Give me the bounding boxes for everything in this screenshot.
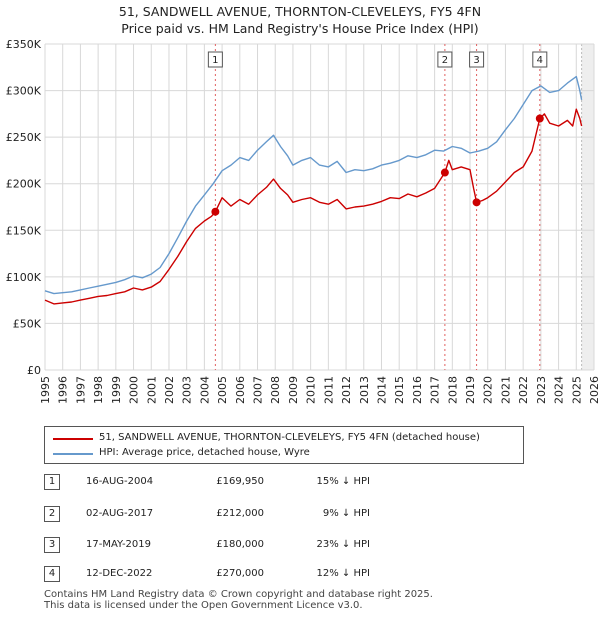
sale-number: 4: [44, 566, 60, 582]
legend: 51, SANDWELL AVENUE, THORNTON-CLEVELEYS,…: [44, 426, 524, 464]
title-line-1: 51, SANDWELL AVENUE, THORNTON-CLEVELEYS,…: [118, 4, 482, 19]
y-tick-label: £300K: [6, 85, 42, 98]
x-tick-label: 2023: [535, 376, 548, 404]
sale-date: 12-DEC-2022: [86, 568, 153, 579]
footer-copyright: Contains HM Land Registry data © Crown c…: [44, 589, 433, 600]
sale-number: 3: [44, 537, 60, 553]
sale-number: 2: [44, 506, 60, 522]
x-tick-label: 2007: [252, 376, 265, 404]
footer-licence: This data is licensed under the Open Gov…: [44, 600, 363, 611]
x-tick-label: 2021: [499, 376, 512, 404]
sale-hpi-diff: 12% ↓ HPI: [316, 568, 370, 579]
x-tick-label: 2006: [234, 376, 247, 404]
sale-price: £169,950: [216, 476, 264, 487]
sale-date: 16-AUG-2004: [86, 476, 154, 487]
sale-marker-box: 2: [437, 51, 453, 68]
x-tick-label: 2001: [145, 376, 158, 404]
x-tick-label: 2009: [287, 376, 300, 404]
title-line-2: Price paid vs. HM Land Registry's House …: [121, 21, 479, 36]
legend-label-property: 51, SANDWELL AVENUE, THORNTON-CLEVELEYS,…: [99, 432, 480, 443]
x-tick-label: 1996: [57, 376, 70, 404]
x-tick-label: 2011: [322, 376, 335, 404]
y-tick-label: £250K: [6, 131, 42, 144]
y-tick-label: £100K: [6, 271, 42, 284]
sale-hpi-diff: 15% ↓ HPI: [316, 476, 370, 487]
x-tick-label: 1995: [39, 376, 52, 404]
sale-point: [472, 198, 481, 207]
x-tick-label: 2025: [570, 376, 583, 404]
y-tick-label: £50K: [13, 317, 42, 330]
x-tick-label: 2015: [393, 376, 406, 404]
x-tick-label: 2000: [128, 376, 141, 404]
x-tick-label: 2013: [358, 376, 371, 404]
x-tick-label: 2002: [163, 376, 176, 404]
legend-label-hpi: HPI: Average price, detached house, Wyre: [99, 447, 310, 458]
sale-marker-box-frame: [437, 51, 453, 68]
sale-price: £180,000: [216, 539, 264, 550]
y-tick-label: £150K: [6, 224, 42, 237]
sale-hpi-diff: 9% ↓ HPI: [322, 508, 370, 519]
sale-marker-box: 4: [532, 51, 548, 68]
x-tick-label: 2026: [588, 376, 600, 404]
sale-price: £270,000: [216, 568, 264, 579]
y-tick-label: £200K: [6, 178, 42, 191]
sale-marker-box-frame: [532, 51, 548, 68]
x-tick-label: 2008: [269, 376, 282, 404]
x-tick-label: 2020: [482, 376, 495, 404]
price-chart: £0 £50K £100K £150K £200K £250K £300K £350K 1995…: [6, 38, 600, 404]
x-tick-label: 2004: [198, 376, 211, 404]
footer: Contains HM Land Registry data © Crown c…: [44, 589, 433, 611]
sale-point: [211, 207, 220, 216]
x-tick-label: 2019: [464, 376, 477, 404]
sale-row: 2 02-AUG-2017 £212,000 9% ↓ HPI: [0, 506, 600, 522]
x-tick-label: 1998: [92, 376, 105, 404]
x-tick-label: 2003: [181, 376, 194, 404]
plot-area: [45, 44, 594, 370]
sale-marker-box-frame: [207, 51, 223, 68]
sale-marker-box: 3: [469, 51, 485, 68]
x-tick-label: 2018: [446, 376, 459, 404]
x-tick-label: 2024: [553, 376, 566, 404]
sale-date: 02-AUG-2017: [86, 508, 154, 519]
sale-point: [440, 168, 449, 177]
sale-row: 4 12-DEC-2022 £270,000 12% ↓ HPI: [0, 566, 600, 582]
sale-hpi-diff: 23% ↓ HPI: [316, 539, 370, 550]
legend-swatch-blue: [53, 453, 93, 455]
sale-marker-label: 1: [212, 55, 218, 66]
sale-row: 1 16-AUG-2004 £169,950 15% ↓ HPI: [0, 474, 600, 490]
sale-marker-box-frame: [469, 51, 485, 68]
sale-marker-label: 3: [473, 55, 479, 66]
sale-row: 3 17-MAY-2019 £180,000 23% ↓ HPI: [0, 537, 600, 553]
y-tick-label: £0: [27, 364, 41, 377]
sale-date: 17-MAY-2019: [86, 539, 152, 550]
x-tick-label: 1997: [74, 376, 87, 404]
x-tick-label: 2016: [411, 376, 424, 404]
projection-shade: [581, 44, 594, 370]
property-price-line: [44, 108, 583, 305]
legend-swatch-red: [53, 438, 93, 440]
sale-number: 1: [44, 474, 60, 490]
x-tick-label: 2017: [429, 376, 442, 404]
sale-marker-label: 4: [537, 55, 543, 66]
y-tick-label: £350K: [6, 38, 42, 51]
sale-marker-label: 2: [442, 55, 448, 66]
x-tick-label: 2005: [216, 376, 229, 404]
x-tick-label: 2014: [375, 376, 388, 404]
x-tick-label: 1999: [110, 376, 123, 404]
x-tick-label: 2010: [305, 376, 318, 404]
chart-title: 51, SANDWELL AVENUE, THORNTON-CLEVELEYS,…: [0, 3, 600, 37]
sale-point: [535, 114, 544, 123]
x-tick-label: 2012: [340, 376, 353, 404]
x-tick-label: 2022: [517, 376, 530, 404]
hpi-line: [44, 75, 583, 295]
sale-price: £212,000: [216, 508, 264, 519]
sale-marker-box: 1: [207, 51, 223, 68]
